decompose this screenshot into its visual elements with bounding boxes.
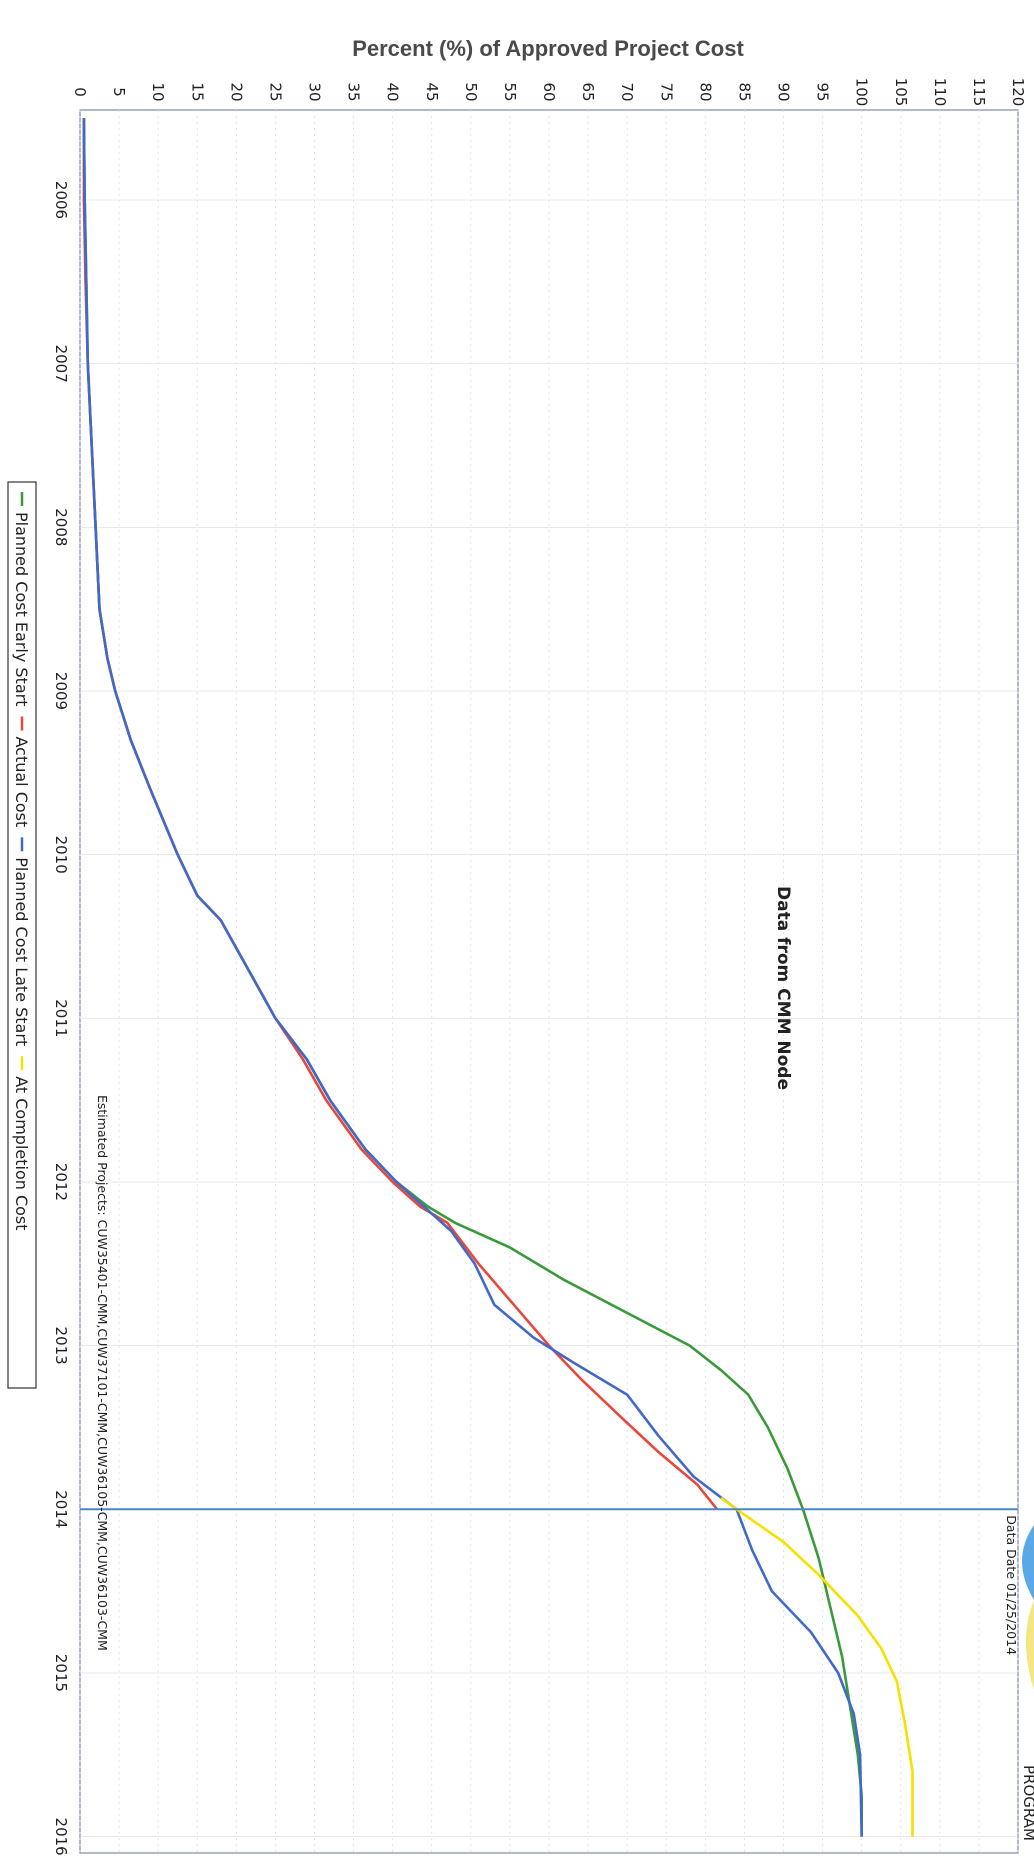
- x-tick-label: 2007: [52, 345, 70, 383]
- y-tick-label: 90: [775, 82, 793, 101]
- annotation-title: Data from CMM Node: [773, 886, 793, 1090]
- x-tick-label: 2010: [52, 836, 70, 874]
- x-tick-label: 2008: [52, 508, 70, 546]
- y-tick-label: 75: [657, 82, 675, 101]
- x-tick-label: 2013: [52, 1327, 70, 1365]
- legend-label: Planned Cost Early Start: [12, 512, 31, 707]
- legend-box: [7, 481, 37, 1389]
- series-layer: [82, 118, 914, 1837]
- y-tick-label: 115: [970, 78, 988, 107]
- y-tick-label: 110: [931, 78, 949, 107]
- legend-label: At Completion Cost: [12, 1076, 31, 1230]
- legend: Planned Cost Early Start Actual Cost Plann…: [7, 481, 37, 1389]
- x-tick-label: 2016: [52, 1818, 70, 1856]
- y-tick-label: 105: [892, 78, 910, 107]
- y-tick-label: 10: [149, 82, 167, 101]
- x-tick-label: 2006: [52, 181, 70, 219]
- y-tick-label: 120: [1009, 78, 1027, 107]
- estimated-projects-note: Estimated Projects: CUW35401-CMM,CUW3710…: [95, 1095, 110, 1651]
- legend-label: Planned Cost Late Start: [12, 857, 31, 1046]
- y-tick-label: 15: [188, 82, 206, 101]
- program-logo: PROGRAM: [1020, 1525, 1034, 1841]
- x-tick-label: 2011: [52, 999, 70, 1037]
- y-tick-label: 70: [618, 82, 636, 101]
- x-tick-label: 2012: [52, 1163, 70, 1201]
- y-tick-label: 65: [579, 82, 597, 101]
- y-tick-label: 60: [540, 82, 558, 101]
- y-tick-label: 40: [384, 82, 402, 101]
- x-tick-label: 2009: [52, 672, 70, 710]
- y-tick-labels: 0 5 10 15 20 25 30 35 40 45 50 55 60 65 70 75 80 85 90 95 10…: [71, 78, 1027, 107]
- y-tick-label: 30: [306, 82, 324, 101]
- series-line-at-completion-cost: [720, 1496, 914, 1837]
- y-tick-label: 80: [696, 82, 714, 101]
- y-tick-label: 50: [462, 82, 480, 101]
- x-tick-label: 2014: [52, 1490, 70, 1528]
- logo-text: PROGRAM: [1020, 1765, 1034, 1841]
- y-tick-label: 0: [71, 87, 89, 97]
- x-tick-label: 2015: [52, 1654, 70, 1692]
- y-axis-title: Percent (%) of Approved Project Cost: [352, 36, 744, 61]
- y-tick-label: 5: [110, 87, 128, 97]
- y-tick-label: 55: [501, 82, 519, 101]
- x-tick-labels: 2006 2007 2008 2009 2010 2011 2012 2013 2014 2015…: [52, 181, 70, 1856]
- legend-label: Actual Cost: [12, 737, 31, 828]
- y-tick-label: 85: [735, 82, 753, 101]
- y-tick-label: 25: [266, 82, 284, 101]
- y-tick-label: 100: [853, 78, 871, 107]
- series-line-planned-cost-late-start: [82, 118, 863, 1837]
- y-tick-label: 45: [423, 82, 441, 101]
- data-date-label: Data Date 01/25/2014: [1004, 1515, 1019, 1655]
- y-tick-label: 95: [814, 82, 832, 101]
- grid: [79, 110, 1019, 1853]
- y-tick-label: 35: [345, 82, 363, 101]
- y-tick-label: 20: [227, 82, 245, 101]
